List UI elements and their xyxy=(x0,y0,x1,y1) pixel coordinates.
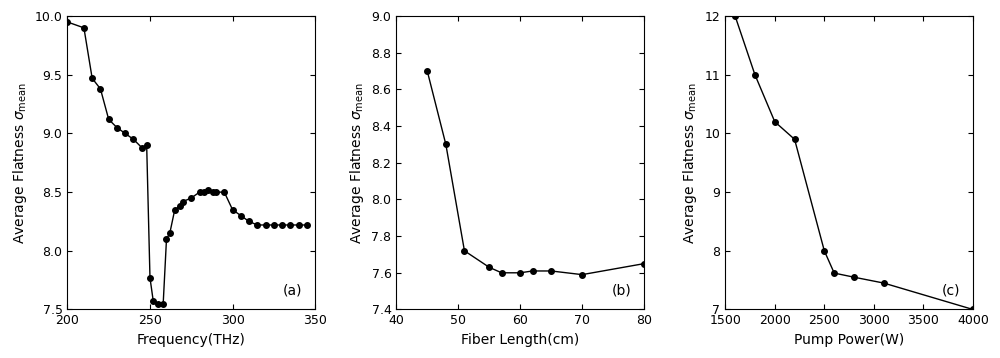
X-axis label: Fiber Length(cm): Fiber Length(cm) xyxy=(461,333,579,347)
Y-axis label: Average Flatness $\sigma_\mathrm{mean}$: Average Flatness $\sigma_\mathrm{mean}$ xyxy=(681,82,699,244)
Text: (a): (a) xyxy=(283,284,303,298)
Text: (c): (c) xyxy=(942,284,961,298)
Y-axis label: Average Flatness $\sigma_\mathrm{mean}$: Average Flatness $\sigma_\mathrm{mean}$ xyxy=(348,82,366,244)
X-axis label: Frequency(THz): Frequency(THz) xyxy=(137,333,246,347)
X-axis label: Pump Power(W): Pump Power(W) xyxy=(794,333,904,347)
Y-axis label: Average Flatness $\sigma_\mathrm{mean}$: Average Flatness $\sigma_\mathrm{mean}$ xyxy=(11,82,29,244)
Text: (b): (b) xyxy=(612,284,632,298)
